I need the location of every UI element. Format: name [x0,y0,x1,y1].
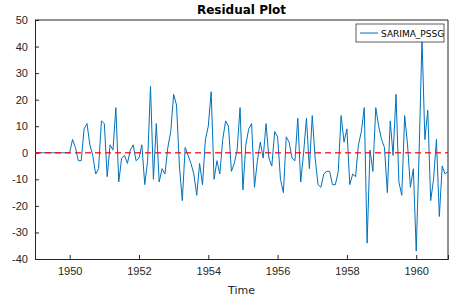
x-tick: 1952 [127,255,151,277]
y-tick-mark [35,206,39,207]
x-axis: 1950 1952 1954 1956 1958 1960 [36,255,449,277]
frame-right [448,20,449,259]
y-tick: -10 [12,173,39,185]
legend-label: SARIMA_PSSG [381,29,444,39]
y-tick: -40 [12,253,39,265]
y-tick-label: -30 [12,226,28,238]
title: Residual Plot [197,3,286,17]
x-tick-label: 1952 [127,265,151,277]
y-tick: 40 [16,41,39,53]
y-tick-label: -10 [12,173,28,185]
x-tick: 1958 [335,255,359,277]
x-tick: 1954 [197,255,221,277]
y-tick-mark [35,47,39,48]
x-tick-label: 1950 [58,265,82,277]
legend-swatch [360,33,378,34]
y-tick: -20 [12,200,39,212]
x-axis-title: Time [227,284,255,297]
legend-box [356,24,444,42]
x-axis-line [36,255,449,260]
y-tick-label: 40 [16,41,28,53]
y-tick-label: 20 [16,94,28,106]
chart: 1950 1952 1954 1956 1958 1960 -40 -30 -20 -10 0 10 2… [0,0,463,300]
legend: SARIMA_PSSG [356,24,444,42]
x-tick: 1956 [266,255,290,277]
x-tick-label: 1954 [197,265,221,277]
plot-background [35,20,448,259]
reference-line [35,152,448,154]
y-tick-mark [35,259,39,260]
x-tick-label: 1958 [335,265,359,277]
y-tick-mark [35,73,39,74]
y-tick-mark [35,232,39,233]
y-axis: -40 -30 -20 -10 0 10 20 30 40 50 [12,14,39,265]
x-tick-mark [347,255,348,259]
frame-top [35,20,448,21]
series-line [35,39,448,251]
x-tick-label: 1956 [266,265,290,277]
x-tick-mark [416,255,417,259]
x-tick-mark [208,255,209,259]
x-tick-mark [139,255,140,259]
y-tick-mark [35,126,39,127]
y-tick-label: -40 [12,253,28,265]
x-tick-mark [278,255,279,259]
y-axis-line [36,21,40,260]
y-tick: 10 [16,120,39,132]
y-tick-label: -20 [12,200,28,212]
plot-area [35,39,448,251]
y-tick-label: 50 [16,14,28,26]
y-tick: -30 [12,226,39,238]
y-tick: 30 [16,67,39,79]
y-tick-mark [35,100,39,101]
x-tick: 1960 [404,255,428,277]
y-tick-label: 10 [16,120,28,132]
y-tick: 20 [16,94,39,106]
y-tick-label: 30 [16,67,28,79]
x-tick-label: 1960 [404,265,428,277]
x-tick-mark [70,255,71,259]
y-tick-label: 0 [22,147,28,159]
x-tick: 1950 [58,255,82,277]
y-tick-mark [35,179,39,180]
